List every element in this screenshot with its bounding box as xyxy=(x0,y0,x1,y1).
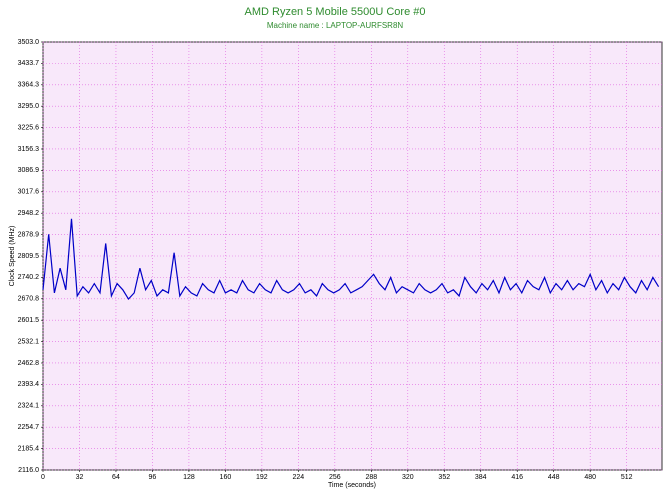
x-tick-label: 256 xyxy=(329,474,341,481)
y-tick-label: 3503.0 xyxy=(18,39,40,46)
x-tick-label: 512 xyxy=(621,474,633,481)
chart-title: AMD Ryzen 5 Mobile 5500U Core #0 xyxy=(245,6,426,18)
x-tick-label: 64 xyxy=(112,474,120,481)
x-tick-label: 192 xyxy=(256,474,268,481)
y-tick-label: 2116.0 xyxy=(18,467,39,474)
x-tick-label: 416 xyxy=(511,474,523,481)
x-axis-label: Time (seconds) xyxy=(328,482,376,489)
data-line xyxy=(42,218,660,301)
y-tick-label: 2324.1 xyxy=(18,403,40,410)
y-tick-label: 2254.7 xyxy=(18,424,40,431)
y-tick-label: 2670.8 xyxy=(18,296,40,303)
y-tick-label: 3295.0 xyxy=(18,103,40,110)
y-tick-label: 3086.9 xyxy=(18,167,40,174)
x-tick-label: 480 xyxy=(584,474,596,481)
x-tick-label: 384 xyxy=(475,474,487,481)
y-tick-label: 2809.5 xyxy=(18,253,40,260)
y-tick-label: 3156.3 xyxy=(18,146,40,153)
chart-subtitle: Machine name : LAPTOP-AURFSR8N xyxy=(267,21,404,30)
y-tick-label: 2393.4 xyxy=(18,381,40,388)
y-tick-label: 2185.4 xyxy=(18,445,40,452)
y-tick-label: 2878.9 xyxy=(18,231,40,238)
y-tick-label: 2740.2 xyxy=(18,274,40,281)
y-tick-label: 2532.1 xyxy=(18,338,40,345)
y-tick-label: 2462.8 xyxy=(18,360,40,367)
y-tick-label: 3433.7 xyxy=(18,60,40,67)
x-tick-label: 320 xyxy=(402,474,414,481)
x-tick-label: 32 xyxy=(76,474,84,481)
x-tick-label: 288 xyxy=(365,474,377,481)
y-tick-label: 2601.5 xyxy=(18,317,40,324)
x-tick-label: 96 xyxy=(149,474,157,481)
x-tick-label: 128 xyxy=(183,474,195,481)
y-tick-label: 3017.6 xyxy=(18,189,40,196)
y-tick-label: 2948.2 xyxy=(18,210,40,217)
x-tick-label: 448 xyxy=(548,474,560,481)
y-tick-label: 3225.6 xyxy=(18,124,40,131)
y-tick-label: 3364.3 xyxy=(18,82,40,89)
y-axis-label: Clock Speed (MHz) xyxy=(9,226,16,287)
x-tick-label: 352 xyxy=(438,474,450,481)
x-tick-label: 160 xyxy=(220,474,232,481)
x-tick-label: 0 xyxy=(41,474,45,481)
x-tick-label: 224 xyxy=(293,474,305,481)
